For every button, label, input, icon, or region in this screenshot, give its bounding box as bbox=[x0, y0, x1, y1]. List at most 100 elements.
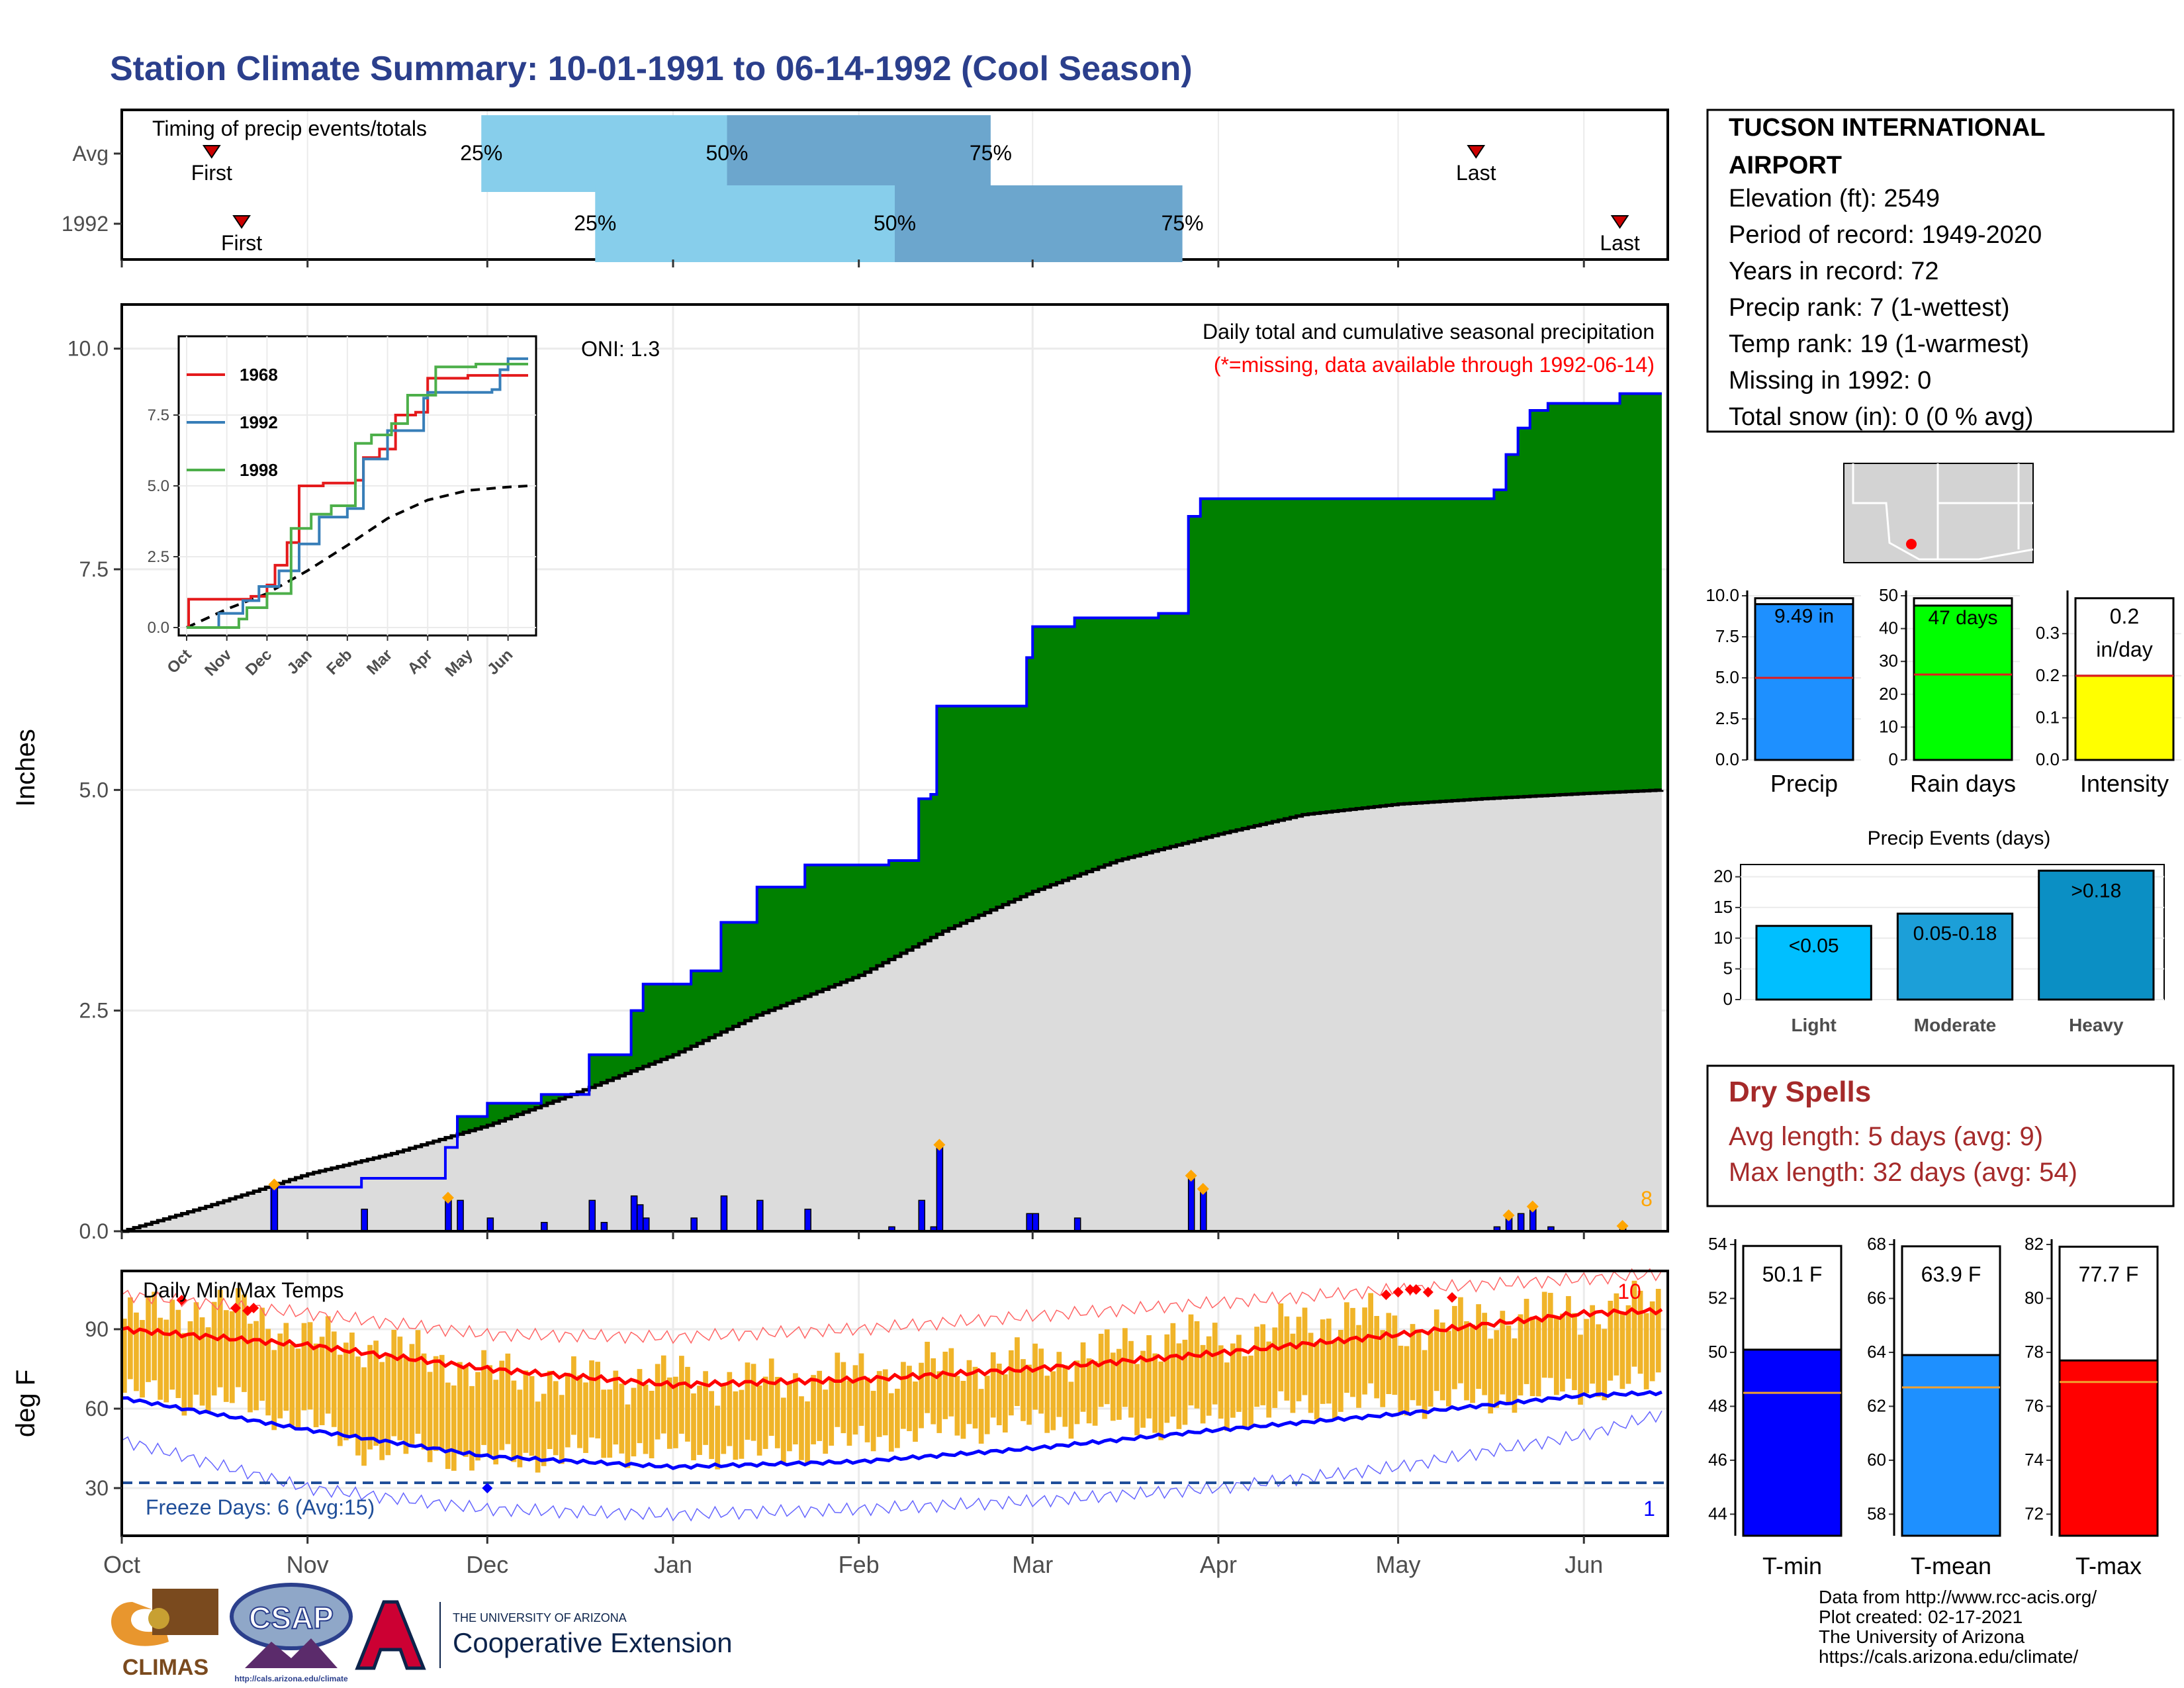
inset-legend-label: 1968 bbox=[240, 365, 278, 385]
daily-temp-bar bbox=[565, 1372, 570, 1448]
daily-temp-bar bbox=[1302, 1307, 1308, 1395]
daily-temp-bar bbox=[864, 1378, 870, 1442]
daily-temp-bar bbox=[535, 1401, 541, 1473]
daily-temp-bar bbox=[931, 1358, 936, 1425]
daily-precip-bar bbox=[804, 1208, 811, 1232]
record-high-mark bbox=[1404, 1284, 1416, 1295]
daily-temp-bar bbox=[1152, 1353, 1158, 1433]
daily-temp-bar bbox=[1452, 1305, 1457, 1389]
daily-temp-bar bbox=[128, 1297, 133, 1380]
daily-temp-bar bbox=[199, 1317, 205, 1406]
bar-chart-precip: 0.0 2.5 5.0 7.5 10.0 9.49 in Precip bbox=[1706, 585, 1861, 797]
temp-bar-category-label: T-max bbox=[2075, 1552, 2142, 1579]
record-count-label: 8 bbox=[1641, 1187, 1653, 1211]
daily-temp-bar bbox=[1535, 1317, 1541, 1397]
daily-temp-bar bbox=[1224, 1362, 1230, 1431]
record-precip-mark bbox=[1526, 1200, 1539, 1213]
daily-temp-bar bbox=[643, 1384, 649, 1454]
daily-temp-bar bbox=[1248, 1355, 1253, 1427]
daily-temp-bar bbox=[1092, 1361, 1098, 1426]
daily-temp-bar bbox=[625, 1404, 631, 1468]
daily-temp-bar bbox=[942, 1351, 948, 1419]
temp-bar-y-tick-label: 66 bbox=[1867, 1288, 1886, 1307]
daily-temp-bar bbox=[427, 1372, 433, 1462]
daily-temp-bar bbox=[499, 1360, 505, 1450]
daily-temp-bar bbox=[1140, 1350, 1146, 1428]
daily-temp-bar bbox=[1098, 1333, 1104, 1407]
station-info-line: Precip rank: 7 (1-wettest) bbox=[1729, 294, 2009, 322]
daily-temp-bar bbox=[529, 1376, 535, 1456]
daily-temp-bar bbox=[325, 1316, 331, 1414]
daily-temp-bar bbox=[823, 1389, 829, 1454]
timing-label: Timing of precip events/totals bbox=[152, 117, 427, 140]
daily-temp-bar bbox=[391, 1329, 397, 1436]
temp-bar-y-tick-label: 68 bbox=[1867, 1234, 1886, 1254]
last-marker-icon bbox=[1610, 215, 1629, 229]
daily-temp-bar bbox=[1182, 1339, 1188, 1425]
temp-bar-category-label: T-min bbox=[1762, 1552, 1822, 1579]
events-bar-label: >0.18 bbox=[2071, 880, 2121, 902]
dry-spells-max: Max length: 32 days (avg: 54) bbox=[1729, 1158, 2077, 1187]
daily-temp-bar bbox=[1512, 1338, 1518, 1413]
daily-temp-bar bbox=[223, 1310, 229, 1402]
max-record-count: 10 bbox=[1617, 1280, 1641, 1303]
daily-temp-bar bbox=[283, 1323, 289, 1411]
daily-temp-bar bbox=[1386, 1313, 1392, 1394]
daily-precip-bar bbox=[720, 1195, 728, 1232]
daily-precip-bar bbox=[642, 1217, 650, 1232]
daily-temp-bar bbox=[1206, 1336, 1212, 1416]
first-label: First bbox=[191, 161, 232, 185]
daily-precip-bar bbox=[1529, 1208, 1537, 1232]
daily-temp-bar bbox=[793, 1373, 798, 1444]
record-high-mark bbox=[176, 1295, 187, 1305]
daily-temp-bar bbox=[146, 1295, 151, 1382]
timing-bar-25-50-Avg bbox=[481, 115, 727, 192]
daily-temp-bar bbox=[1314, 1341, 1320, 1420]
month-x-tick-label: Feb bbox=[839, 1551, 880, 1578]
average-cumulative-area bbox=[122, 790, 1662, 1231]
daily-temp-bar bbox=[1056, 1352, 1062, 1417]
daily-temp-bar bbox=[140, 1320, 145, 1398]
daily-temp-bar bbox=[463, 1366, 469, 1457]
month-x-tick-label: Apr bbox=[1200, 1551, 1237, 1578]
timing-pct-label: 25% bbox=[460, 141, 502, 165]
daily-temp-bar bbox=[1260, 1324, 1266, 1405]
temp-bar-y-tick-label: 60 bbox=[1867, 1450, 1886, 1470]
bar-y-tick-label: 5.0 bbox=[1715, 667, 1739, 687]
daily-temp-bar bbox=[349, 1333, 355, 1436]
daily-temp-bar bbox=[858, 1353, 864, 1426]
temp-bar-value bbox=[1901, 1354, 2001, 1537]
daily-temp-bar bbox=[631, 1387, 637, 1457]
bar-category-label: Rain days bbox=[1910, 770, 2016, 797]
events-y-tick-label: 20 bbox=[1713, 867, 1733, 886]
daily-temp-bar bbox=[361, 1367, 367, 1466]
bar-y-tick-label: 0.0 bbox=[1715, 749, 1739, 769]
daily-temp-bar bbox=[253, 1321, 259, 1411]
record-high-mark bbox=[1447, 1292, 1458, 1303]
precip-y-tick-label: 2.5 bbox=[79, 999, 109, 1023]
daily-temp-bar bbox=[1021, 1359, 1026, 1421]
events-bar-light bbox=[1755, 925, 1872, 1001]
station-location-dot bbox=[1906, 539, 1917, 549]
last-label: Last bbox=[1456, 161, 1496, 185]
month-x-tick-label: May bbox=[1376, 1551, 1421, 1578]
bar-y-tick-label: 0.2 bbox=[2036, 665, 2060, 685]
daily-precip-bar bbox=[541, 1221, 548, 1232]
daily-temp-bar bbox=[1242, 1356, 1248, 1427]
ua-small-text: THE UNIVERSITY OF ARIZONA bbox=[453, 1611, 627, 1624]
daily-precip-bar bbox=[636, 1204, 644, 1232]
daily-precip-bar bbox=[1032, 1213, 1040, 1232]
daily-temp-bar bbox=[1044, 1376, 1050, 1433]
daily-temp-bar bbox=[1625, 1305, 1631, 1384]
month-x-tick-label: Oct bbox=[103, 1551, 140, 1578]
locator-map bbox=[1843, 463, 2034, 563]
temp-bar-background bbox=[1742, 1244, 1843, 1537]
csap-logo: CSAP http://cals.arizona.edu/climate bbox=[230, 1583, 353, 1683]
daily-temp-bar bbox=[691, 1393, 696, 1461]
daily-precip-bar bbox=[271, 1186, 279, 1232]
bar-y-tick-label: 30 bbox=[1879, 651, 1898, 671]
inset-x-tick-label: May bbox=[442, 645, 477, 680]
record-precip-mark bbox=[268, 1178, 281, 1191]
normal-min-line bbox=[121, 1389, 1662, 1470]
